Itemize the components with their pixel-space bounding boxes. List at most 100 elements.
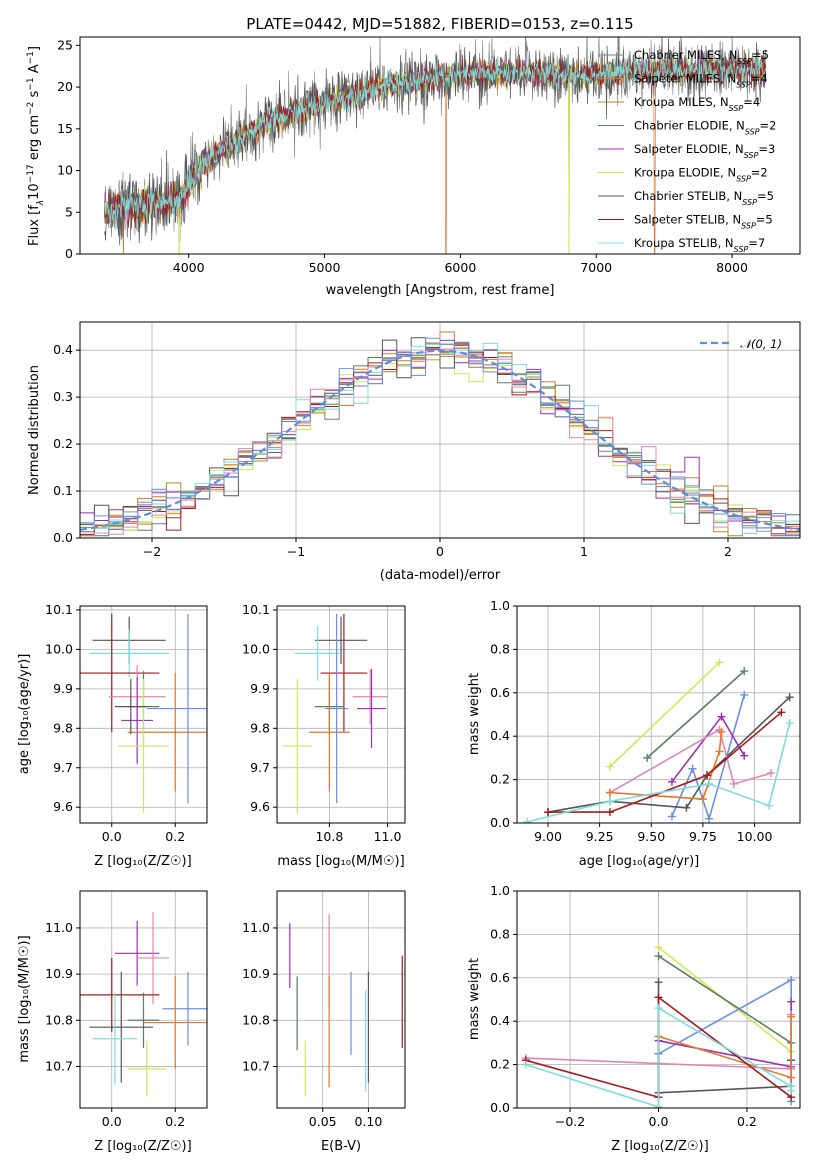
series-marker-cyan xyxy=(654,1102,663,1108)
spectrum-xtick-label: 7000 xyxy=(580,260,612,275)
ytick-label: 10.1 xyxy=(242,602,270,617)
panel-data xyxy=(80,613,207,814)
spectrum-xlabel: wavelength [Angstrom, rest frame] xyxy=(326,283,555,298)
ytick-label: 9.6 xyxy=(53,799,73,814)
spectrum-frame xyxy=(79,36,801,255)
ytick-label: 11.0 xyxy=(242,920,270,935)
series-marker-darkgray xyxy=(682,803,691,812)
spectrum-xtick-label: 5000 xyxy=(309,260,341,275)
mw-Z-ylabel: mass weight xyxy=(467,958,482,1040)
panel-frame xyxy=(516,605,801,824)
legend-label-sub: SSP xyxy=(741,221,756,230)
residuals-hist-blue xyxy=(80,337,800,537)
legend-label-sub: SSP xyxy=(742,198,757,207)
series-marker-cyan xyxy=(787,1086,796,1095)
ytick-label: 0.6 xyxy=(490,685,510,700)
series-marker-blue xyxy=(688,764,697,773)
series-marker-blue xyxy=(667,812,676,821)
xtick-label: 9.50 xyxy=(637,829,665,844)
legend-label-sub: SSP xyxy=(744,151,759,160)
series-line-pink xyxy=(609,728,772,794)
legend-label-sub: SSP xyxy=(736,174,751,183)
spectrum-ytick-label: 15 xyxy=(57,121,73,136)
series-marker-orange xyxy=(787,1012,796,1021)
legend-label-sub: SSP xyxy=(745,127,760,136)
series-line-orange xyxy=(609,731,723,800)
ytick-label: 1.0 xyxy=(490,598,510,613)
normal-curve xyxy=(79,349,801,531)
residuals-xtick-label: −2 xyxy=(143,544,161,559)
panel-data xyxy=(523,658,794,823)
ytick-label: 9.9 xyxy=(250,681,270,696)
spectrum-ylabel-part: ] xyxy=(27,46,42,51)
residuals-histograms xyxy=(80,331,800,537)
xtick-label: 9.00 xyxy=(534,829,562,844)
spectrum-ylabel-part: erg cm xyxy=(27,115,42,164)
spectrum-lines xyxy=(104,37,767,254)
spectrum-ylabel-part: 10 xyxy=(27,183,42,200)
ytick-label: 11.0 xyxy=(45,920,73,935)
series-marker-green xyxy=(740,667,749,676)
series-marker-cyan xyxy=(705,779,714,788)
series-marker-purple xyxy=(667,777,676,786)
legend-label: Salpeter STELIB, NSSP=5 xyxy=(634,213,773,231)
residuals-xlabel: (data-model)/error xyxy=(380,568,501,583)
series-line-green xyxy=(658,955,792,1044)
ytick-label: 1.0 xyxy=(490,883,510,898)
legend-label-val: =3 xyxy=(758,142,775,156)
residuals-ticks: −2 −1 0 1 2 0.0 0.1 0.2 0.3 0.4 xyxy=(53,342,732,559)
ytick-label: 9.7 xyxy=(250,760,270,775)
series-marker-orange xyxy=(717,727,726,736)
series-marker-green xyxy=(643,753,652,762)
series-marker-purple xyxy=(717,712,726,721)
series-marker-yellowgreen xyxy=(715,658,724,667)
residuals-legend: 𝒩(0, 1) xyxy=(700,337,782,351)
residuals-xtick-label: −1 xyxy=(287,544,305,559)
panel-data xyxy=(282,613,388,814)
series-marker-red xyxy=(543,808,552,817)
ytick-label: 10.9 xyxy=(45,966,73,981)
residuals-ylabel: Normed distribution xyxy=(27,365,42,495)
series-line-green xyxy=(646,670,745,759)
series-marker-red xyxy=(703,771,712,780)
xtick-label: 0.0 xyxy=(649,1114,669,1129)
series-marker-blue xyxy=(787,975,796,984)
spectrum-line-cyan xyxy=(104,52,767,231)
residuals-xtick-label: 2 xyxy=(724,544,732,559)
spectrum-ytick-label: 10 xyxy=(57,163,73,178)
spectrum-xtick-label: 4000 xyxy=(173,260,205,275)
legend-label-sub: SSP xyxy=(736,80,751,89)
series-marker-red xyxy=(605,808,614,817)
age-vs-mass-panel: 10.8 11.0 9.6 9.7 9.8 9.9 10.0 10.1 xyxy=(242,602,406,844)
series-marker-orange xyxy=(787,1073,796,1082)
legend-label-main: Chabrier STELIB, N xyxy=(634,189,742,203)
panel-frame xyxy=(276,605,406,824)
series-marker-pink xyxy=(729,779,738,788)
mass-ebv-xlabel: E(B-V) xyxy=(321,1139,361,1154)
age-vs-Z-panel: 0.0 0.2 9.6 9.7 9.8 9.9 10.0 10.1 xyxy=(45,602,208,844)
mass-vs-EBV-panel: 0.05 0.10 10.7 10.8 10.9 11.0 xyxy=(242,890,406,1129)
series-marker-cyan xyxy=(785,719,794,728)
ytick-label: 0.0 xyxy=(490,1100,510,1115)
spectrum-ylabel-part: Flux [f xyxy=(27,205,42,246)
legend-label-val: =5 xyxy=(757,189,774,203)
series-marker-cyan xyxy=(765,801,774,810)
spectrum-title: PLATE=0442, MJD=51882, FIBERID=0153, z=0… xyxy=(246,15,633,33)
residuals-panel: −2 −1 0 1 2 0.0 0.1 0.2 0.3 0.4 (data-model)/erro… xyxy=(27,321,801,583)
panel-frame xyxy=(79,890,208,1109)
legend-label-val: =4 xyxy=(743,95,760,109)
ytick-label: 0.6 xyxy=(490,970,510,985)
massweight-vs-age-panel: 9.00 9.25 9.50 9.75 10.00 0.0 0.2 0.4 0.6 0.8 1.0 xyxy=(490,598,801,844)
xtick-label: 10.8 xyxy=(315,829,343,844)
mass-vs-Z-panel: 0.0 0.2 10.7 10.8 10.9 11.0 xyxy=(45,890,208,1129)
ytick-label: 0.8 xyxy=(490,926,510,941)
legend-label-main: Chabrier ELODIE, N xyxy=(634,119,745,133)
xtick-label: 0.10 xyxy=(355,1114,383,1129)
ytick-label: 10.1 xyxy=(45,602,73,617)
mass-Z-ylabel: mass [log₁₀(M/M☉)] xyxy=(17,935,32,1062)
panel-frame xyxy=(276,890,406,1109)
spectrum-ylabel-part: A xyxy=(27,64,42,77)
ytick-label: 10.9 xyxy=(242,966,270,981)
legend-label-val: =4 xyxy=(751,72,768,86)
